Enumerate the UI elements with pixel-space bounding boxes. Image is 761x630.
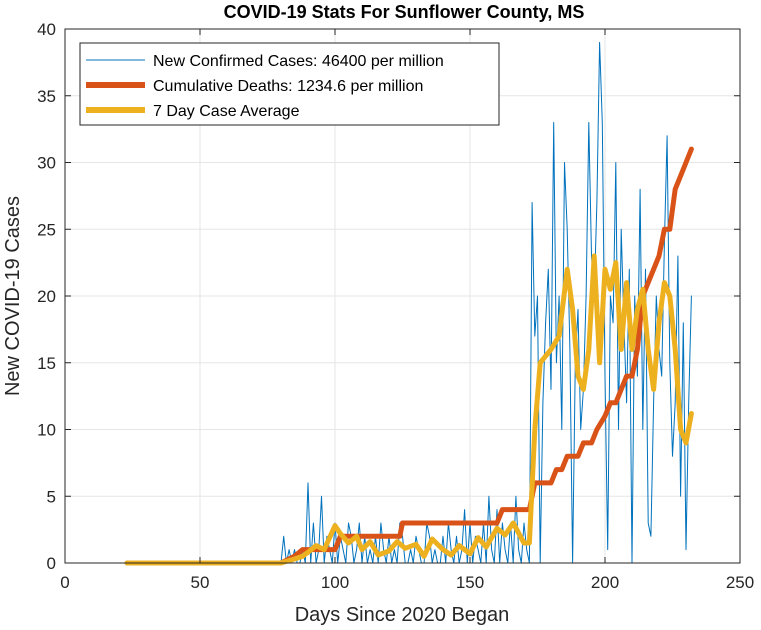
y-tick-label: 35 [37,87,56,106]
x-tick-label: 50 [191,573,210,592]
legend-box [79,42,500,126]
legend: New Confirmed Cases: 46400 per million C… [79,42,500,126]
series-cumulative-deaths [124,146,694,566]
x-tick-label: 150 [456,573,484,592]
legend-label-7-day-average: 7 Day Case Average [153,103,300,120]
x-tick-label: 100 [321,573,349,592]
legend-label-cumulative-deaths: Cumulative Deaths: 1234.6 per million [153,78,423,95]
x-tick-label: 0 [60,573,69,592]
y-tick-label: 5 [47,487,56,506]
chart-title: COVID-19 Stats For Sunflower County, MS [224,2,585,22]
y-tick-label: 10 [37,421,56,440]
y-axis-label: New COVID-19 Cases [2,196,24,396]
y-tick-label: 40 [37,20,56,39]
y-tick-label: 15 [37,354,56,373]
x-tick-label: 200 [591,573,619,592]
y-tick-label: 20 [37,287,56,306]
y-tick-label: 0 [47,554,56,573]
legend-label-new-cases: New Confirmed Cases: 46400 per million [153,53,444,70]
y-tick-label: 30 [37,154,56,173]
axis-ticks: 0 50 100 150 200 250 0 5 10 15 20 25 30 35 40 [37,20,754,592]
series-7-day-average [124,253,694,566]
x-tick-label: 250 [726,573,754,592]
x-axis-label: Days Since 2020 Began [295,604,510,626]
y-tick-label: 25 [37,220,56,239]
